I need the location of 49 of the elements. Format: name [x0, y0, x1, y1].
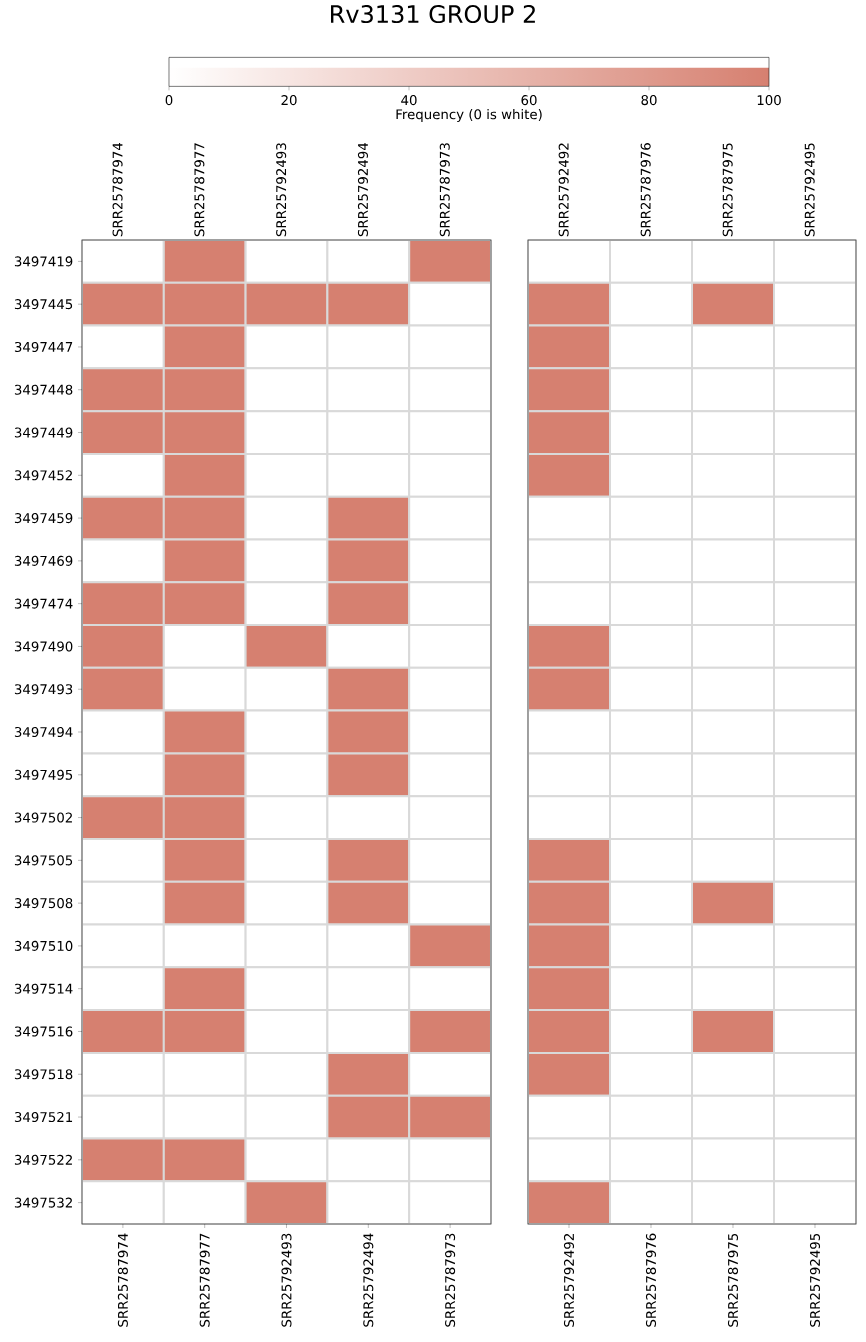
category-label: SRR25787976 — [645, 1233, 657, 1327]
y-tick-label: 3497448 — [14, 384, 73, 395]
y-tick-label: 3497419 — [14, 256, 73, 267]
y-tick-label: 3497505 — [14, 855, 73, 866]
y-tick-label: 3497502 — [14, 812, 72, 823]
y-tick-label: 3497522 — [14, 1154, 72, 1165]
x-tick-label: SRR25792494 — [357, 142, 368, 237]
x-tick-label: SRR25792492 — [558, 143, 569, 237]
y-tick-label: 3497459 — [14, 513, 73, 524]
y-tick-label: 3497449 — [14, 427, 73, 438]
y-tick-label: 3497518 — [14, 1069, 73, 1080]
x-tick-label: SRR25787976 — [640, 143, 651, 237]
color-bar-label: 60 — [521, 95, 537, 106]
y-tick-label: 3497532 — [14, 1197, 72, 1208]
x-tick-label: SRR25792495 — [804, 143, 815, 237]
color-bar-label: 80 — [641, 95, 657, 106]
category-label: SRR25787975 — [727, 1233, 739, 1327]
category-label: SRR25787977 — [199, 1233, 210, 1327]
x-tick-label: SRR25787973 — [439, 143, 450, 237]
x-tick-label: SRR25792493 — [276, 143, 287, 237]
color-bar-label: 0 — [165, 95, 173, 106]
color-bar-label: 40 — [401, 95, 417, 106]
color-bar-label: 100 — [757, 95, 781, 106]
category-label: SRR25792494 — [363, 1233, 374, 1327]
y-tick-label: 3497447 — [14, 341, 73, 352]
y-tick-label: 3497508 — [14, 898, 73, 909]
x-tick-label: SRR25787975 — [722, 143, 733, 237]
color-bar-label: 20 — [281, 95, 297, 106]
y-tick-label: 3497510 — [14, 940, 73, 951]
y-tick-label: 3497474 — [14, 598, 73, 609]
y-tick-label: 3497490 — [14, 641, 73, 652]
y-tick-label: 3497445 — [14, 299, 73, 310]
category-label: SRR25792495 — [809, 1233, 821, 1327]
y-tick-label: 3497495 — [14, 769, 73, 780]
y-tick-label: 3497469 — [14, 555, 73, 566]
y-tick-label: 3497452 — [14, 470, 72, 481]
color-bar-title: Frequency (0 is white) — [396, 108, 542, 122]
y-tick-label: 3497494 — [14, 726, 73, 738]
chart-title: Rv3131 GROUP 2 — [331, 4, 535, 24]
category-label: SRR25787973 — [445, 1233, 456, 1327]
category-label: SRR25792492 — [563, 1234, 575, 1327]
y-tick-label: 3497493 — [14, 684, 73, 695]
x-tick-label: SRR25787977 — [194, 143, 205, 237]
y-tick-label: 3497514 — [14, 983, 73, 994]
category-label: SRR25787974 — [117, 1233, 128, 1327]
x-tick-label: SRR25787974 — [112, 142, 123, 237]
y-tick-label: 3497521 — [14, 1111, 73, 1123]
category-label: SRR25792493 — [281, 1233, 292, 1327]
y-tick-label: 3497516 — [14, 1026, 73, 1037]
